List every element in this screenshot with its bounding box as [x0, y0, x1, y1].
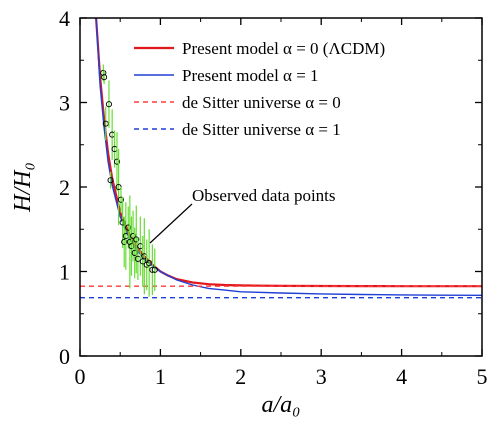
x-tick-label: 5 [477, 364, 487, 389]
x-axis-title: a/a₀ [261, 392, 300, 418]
y-tick-label: 4 [59, 6, 70, 31]
observed-points-layer [100, 64, 158, 297]
y-tick-label: 2 [59, 175, 70, 200]
x-tick-label: 3 [316, 364, 327, 389]
observed-point [125, 206, 132, 249]
observed-point [146, 229, 153, 297]
series-line-present-alpha1 [95, 18, 482, 296]
y-tick-label: 3 [59, 91, 70, 116]
x-tick-label: 0 [75, 364, 86, 389]
legend-label-present-alpha1: Present model α = 1 [182, 66, 319, 85]
observed-point [107, 171, 114, 189]
x-tick-label: 2 [235, 364, 246, 389]
data-point-marker [105, 101, 112, 108]
data-point-marker [101, 74, 108, 81]
data-point-marker [117, 196, 125, 203]
legend-label-desitter-alpha1: de Sitter universe α = 1 [182, 120, 341, 139]
x-tick-label: 1 [155, 364, 166, 389]
data-point-marker [130, 232, 137, 240]
y-tick-label: 0 [59, 344, 70, 369]
observed-point [105, 80, 112, 128]
observed-point [131, 227, 138, 279]
y-axis-title: H/H₀ [10, 162, 36, 213]
observed-point [102, 106, 109, 141]
data-point-marker [100, 69, 107, 76]
data-point-marker [133, 236, 140, 243]
legend: Present model α = 0 (ΛCDM) Present model… [134, 39, 385, 139]
axis-ticks: 0 1 2 3 4 5 0 1 2 3 4 [59, 6, 487, 389]
observed-point [113, 132, 121, 192]
data-point-marker [113, 158, 121, 165]
x-tick-label: 4 [396, 364, 407, 389]
data-point-marker [107, 177, 114, 184]
observed-point [133, 205, 140, 274]
observed-point [151, 248, 158, 291]
data-point-marker [131, 249, 138, 256]
annotation-pointer-line [149, 203, 193, 244]
data-point-marker [151, 266, 158, 273]
data-point-marker [146, 259, 153, 267]
y-tick-label: 1 [59, 260, 70, 285]
data-point-marker [128, 243, 135, 250]
observed-point [101, 70, 108, 84]
data-point-marker [102, 120, 109, 127]
observed-point [100, 64, 107, 82]
data-point-marker [119, 219, 126, 226]
legend-label-desitter-alpha0: de Sitter universe α = 0 [182, 93, 341, 112]
data-point-marker [125, 224, 132, 231]
series-line-present-alpha0 [95, 18, 482, 288]
observed-point [117, 187, 125, 213]
legend-label-present-alpha0: Present model α = 0 (ΛCDM) [182, 39, 385, 58]
annotation-observed-data-points: Observed data points [192, 186, 336, 205]
observed-point [128, 216, 135, 276]
observed-point [130, 210, 137, 262]
